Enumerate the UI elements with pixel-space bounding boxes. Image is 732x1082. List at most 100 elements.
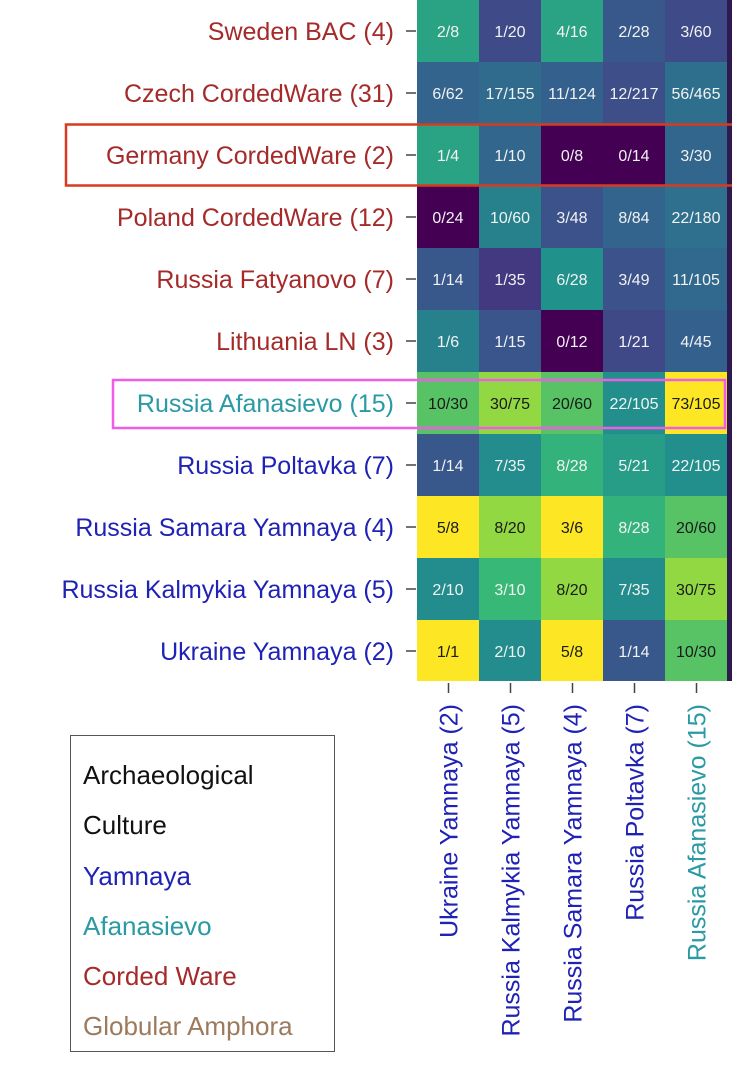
cell-value-label: 1/21	[618, 334, 649, 351]
row-label: Russia Kalmykia Yamnaya (5)	[61, 576, 394, 604]
cell-value-label: 0/14	[618, 148, 649, 165]
cell-value-label: 1/35	[494, 272, 525, 289]
cell-value-label: 0/24	[432, 210, 463, 227]
heatmap-cell	[665, 0, 727, 62]
cell-value-label: 3/6	[561, 520, 583, 537]
row-label: Russia Samara Yamnaya (4)	[75, 514, 394, 542]
heatmap-cell	[665, 372, 727, 434]
heatmap-cell	[541, 186, 603, 248]
cell-value-label: 4/16	[556, 24, 587, 41]
cell-value-label: 6/62	[432, 86, 463, 103]
cell-value-label: 10/60	[490, 210, 530, 227]
edge-column-strip	[727, 0, 732, 681]
row-label: Russia Poltavka (7)	[177, 452, 394, 480]
heatmap-cell	[541, 62, 603, 124]
heatmap-cell	[479, 62, 541, 124]
heatmap-cell	[541, 372, 603, 434]
cell-value-label: 22/180	[672, 210, 721, 227]
cell-value-label: 30/75	[490, 396, 530, 413]
cell-value-label: 3/48	[556, 210, 587, 227]
cell-value-label: 3/10	[494, 582, 525, 599]
cell-value-label: 5/8	[437, 520, 459, 537]
cell-value-label: 2/28	[618, 24, 649, 41]
cell-value-label: 10/30	[428, 396, 468, 413]
cell-value-label: 73/105	[672, 396, 721, 413]
heatmap-cell	[603, 434, 665, 496]
heatmap-cell	[479, 124, 541, 186]
heatmap-cell	[665, 434, 727, 496]
cell-value-label: 1/1	[437, 644, 459, 661]
column-label: Russia Poltavka (7)	[622, 704, 650, 921]
legend-item-afanasievo: Afanasievo	[83, 910, 212, 941]
heatmap-cell	[417, 434, 479, 496]
heatmap-cell	[541, 558, 603, 620]
heatmap-cell	[417, 558, 479, 620]
row-labels: Sweden BAC (4) Czech CordedWare (31) Germa…	[61, 18, 416, 666]
row-label: Ukraine Yamnaya (2)	[160, 638, 394, 666]
cell-value-label: 1/4	[437, 148, 459, 165]
heatmap-cell	[541, 310, 603, 372]
heatmap-cell	[665, 248, 727, 310]
heatmap-cell	[603, 186, 665, 248]
heatmap-cell	[603, 62, 665, 124]
row-label: Germany CordedWare (2)	[106, 142, 394, 170]
row-label: Czech CordedWare (31)	[124, 80, 394, 108]
heatmap-cell	[417, 310, 479, 372]
cell-value-label: 20/60	[676, 520, 716, 537]
cell-value-label: 11/105	[672, 272, 720, 289]
cell-value-label: 30/75	[676, 582, 716, 599]
heatmap-cell	[541, 496, 603, 558]
column-label: Russia Samara Yamnaya (4)	[560, 704, 588, 1023]
heatmap-cell	[417, 0, 479, 62]
cell-value-label: 17/155	[486, 86, 535, 103]
heatmap-cell	[417, 186, 479, 248]
heatmap-cell	[479, 0, 541, 62]
heatmap-cell	[417, 372, 479, 434]
heatmap-cell-labels: 2/8 1/20 4/16 2/28 3/60 6/62 17/155 11/124 12/21…	[428, 24, 721, 661]
heatmap-cell	[479, 620, 541, 681]
cell-value-label: 1/10	[494, 148, 525, 165]
cell-value-label: 12/217	[610, 86, 659, 103]
heatmap-cell	[541, 248, 603, 310]
heatmap-cell	[541, 434, 603, 496]
heatmap-cell	[479, 248, 541, 310]
cell-value-label: 56/465	[672, 86, 721, 103]
cell-value-label: 8/20	[556, 582, 587, 599]
heatmap-cell	[541, 0, 603, 62]
heatmap-cell	[603, 620, 665, 681]
heatmap-cell	[417, 248, 479, 310]
heatmap-cell	[541, 124, 603, 186]
cell-value-label: 0/8	[561, 148, 583, 165]
legend-item-corded-ware: Corded Ware	[83, 961, 237, 992]
legend-title-line2: Culture	[83, 810, 167, 841]
cell-value-label: 2/8	[437, 24, 459, 41]
column-label: Russia Kalmykia Yamnaya (5)	[498, 704, 526, 1037]
cell-value-label: 5/21	[618, 458, 649, 475]
heatmap-cell	[665, 496, 727, 558]
cell-value-label: 8/20	[494, 520, 525, 537]
cell-value-label: 1/14	[432, 272, 463, 289]
legend-item-yamnaya: Yamnaya	[83, 860, 191, 891]
cell-value-label: 22/105	[610, 396, 659, 413]
column-label: Russia Afanasievo (15)	[684, 704, 712, 961]
cell-value-label: 0/12	[556, 334, 587, 351]
heatmap-cell	[603, 124, 665, 186]
heatmap-cell	[479, 496, 541, 558]
row-highlight-box	[64, 123, 732, 187]
cell-value-label: 6/28	[556, 272, 587, 289]
cell-value-label: 22/105	[672, 458, 721, 475]
cell-value-label: 1/6	[437, 334, 459, 351]
column-label: Ukraine Yamnaya (2)	[436, 704, 464, 938]
heatmap-cell	[603, 0, 665, 62]
legend-box: Archaeological Culture Yamnaya Afanasiev…	[70, 735, 335, 1052]
heatmap-cell	[417, 496, 479, 558]
heatmap-cell	[417, 124, 479, 186]
heatmap-cell	[665, 186, 727, 248]
cell-value-label: 7/35	[494, 458, 525, 475]
row-label: Lithuania LN (3)	[216, 328, 394, 356]
cell-value-label: 20/60	[552, 396, 592, 413]
heatmap-cell	[665, 310, 727, 372]
heatmap-cell	[479, 310, 541, 372]
cell-value-label: 2/10	[432, 582, 463, 599]
heatmap-cell	[603, 310, 665, 372]
